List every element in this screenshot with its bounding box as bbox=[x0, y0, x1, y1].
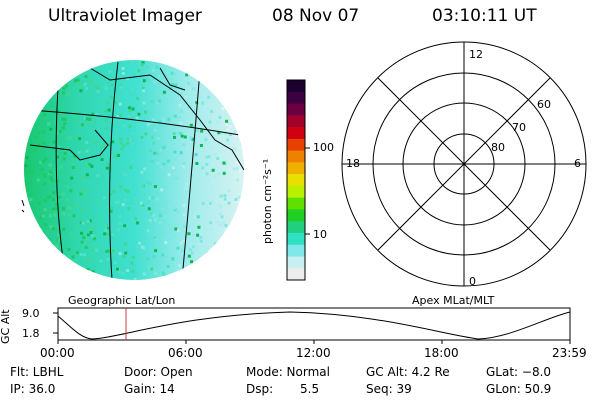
colorbar-band bbox=[287, 162, 305, 175]
polar-label-18: 18 bbox=[346, 157, 360, 170]
x-tick-0: 00:00 bbox=[40, 346, 75, 360]
colorbar-band bbox=[287, 174, 305, 187]
colorbar-band bbox=[287, 256, 305, 269]
colorbar-tick-100: 100 bbox=[313, 141, 334, 154]
polar-ring-70: 70 bbox=[512, 121, 526, 134]
info-dsp-label: Dsp: bbox=[246, 382, 274, 396]
info-glat: GLat: −8.0 bbox=[486, 365, 552, 379]
polar-label-6: 6 bbox=[574, 157, 581, 170]
altitude-ylabel: GC Alt bbox=[0, 309, 12, 344]
altitude-plot bbox=[53, 307, 571, 344]
apex-caption: Apex MLat/MLT bbox=[412, 294, 495, 307]
info-door: Door: Open bbox=[124, 365, 193, 379]
altitude-ymin: 1.8 bbox=[22, 327, 40, 340]
info-glon: GLon: 50.9 bbox=[486, 382, 552, 396]
colorbar-band bbox=[287, 221, 305, 234]
colorbar-band bbox=[287, 268, 305, 281]
polar-label-0: 0 bbox=[469, 275, 476, 288]
colorbar-band bbox=[287, 197, 305, 210]
x-tick-1: 06:00 bbox=[168, 346, 203, 360]
x-tick-4: 23:59 bbox=[552, 346, 587, 360]
polar-ring-60: 60 bbox=[537, 98, 551, 111]
colorbar-band bbox=[287, 244, 305, 257]
x-tick-2: 12:00 bbox=[296, 346, 331, 360]
polar-label-12: 12 bbox=[469, 48, 483, 61]
colorbar-band bbox=[287, 232, 305, 246]
colorbar-band bbox=[287, 115, 305, 128]
imager-disc bbox=[24, 60, 244, 280]
colorbar-band bbox=[287, 91, 305, 105]
colorbar-band bbox=[287, 138, 305, 152]
colorbar-band bbox=[287, 150, 305, 163]
colorbar-band bbox=[287, 103, 305, 116]
info-seq: Seq: 39 bbox=[366, 382, 412, 396]
polar-ring-80: 80 bbox=[491, 141, 505, 154]
date-label: 08 Nov 07 bbox=[272, 6, 360, 26]
colorbar-tick-10: 10 bbox=[313, 228, 327, 241]
colorbar-band bbox=[287, 80, 305, 93]
info-gc-alt: GC Alt: 4.2 Re bbox=[366, 365, 450, 379]
info-ip: IP: 36.0 bbox=[10, 382, 56, 396]
colorbar-unit-label: photon cm⁻²s⁻¹ bbox=[261, 158, 274, 244]
polar-grid bbox=[341, 41, 587, 287]
altitude-ymax: 9.0 bbox=[22, 307, 40, 320]
geographic-caption: Geographic Lat/Lon bbox=[68, 294, 176, 307]
colorbar-band bbox=[287, 209, 305, 222]
colorbar-band bbox=[287, 185, 305, 199]
info-mode: Mode: Normal bbox=[246, 365, 330, 379]
colorbar bbox=[287, 80, 305, 281]
instrument-title: Ultraviolet Imager bbox=[48, 6, 202, 26]
info-dsp-value: 5.5 bbox=[300, 382, 320, 396]
info-filter: Flt: LBHL bbox=[10, 365, 64, 379]
time-label: 03:10:11 UT bbox=[432, 6, 537, 26]
colorbar-band bbox=[287, 127, 305, 140]
info-gain: Gain: 14 bbox=[124, 382, 175, 396]
x-tick-3: 18:00 bbox=[424, 346, 459, 360]
